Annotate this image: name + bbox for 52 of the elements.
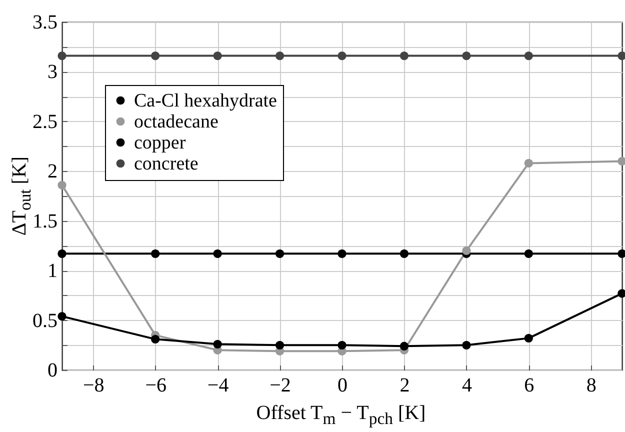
point — [618, 249, 625, 258]
point — [338, 340, 346, 350]
point — [151, 51, 160, 60]
point — [58, 249, 66, 258]
point — [213, 51, 222, 60]
point — [151, 334, 160, 344]
x-tick-label: −6 — [145, 374, 166, 396]
x-tick-label: 2 — [400, 374, 410, 396]
point — [400, 51, 409, 60]
x-tick-label: −2 — [270, 374, 291, 396]
x-tick-label: 4 — [462, 374, 472, 396]
point — [151, 249, 160, 258]
y-tick-label: 2 — [48, 160, 58, 183]
point — [58, 180, 66, 190]
point — [338, 51, 346, 60]
x-tick-label: −8 — [82, 374, 104, 396]
y-tick-label: 2.5 — [32, 110, 58, 133]
point — [213, 340, 222, 348]
point — [524, 249, 533, 258]
y-tick-label: 0.5 — [32, 310, 58, 332]
y-tick-label: 1.5 — [32, 210, 58, 232]
x-tick-label: 0 — [338, 374, 348, 396]
point — [58, 51, 66, 60]
point — [400, 249, 409, 258]
legend-label: Ca-Cl hexahydrate — [134, 90, 277, 112]
y-tick-label: 3.5 — [32, 12, 58, 34]
point — [618, 289, 625, 298]
x-tick-label: 6 — [524, 374, 534, 396]
legend-label: copper — [134, 132, 186, 154]
y-tick-label: 0 — [48, 360, 58, 382]
point — [618, 51, 625, 60]
x-tick-label: 8 — [586, 374, 596, 396]
point — [275, 249, 284, 258]
legend-label: octadecane — [134, 112, 218, 132]
legend-label: concrete — [134, 154, 198, 174]
point — [462, 246, 471, 256]
x-axis-title: Offset T$_{m}$ − T$_{pch}$ [K] — [256, 402, 426, 429]
point — [524, 51, 533, 60]
point — [275, 51, 284, 60]
y-tick-label: 3 — [48, 61, 58, 84]
point — [524, 334, 533, 343]
point — [524, 158, 533, 168]
point — [213, 249, 222, 258]
x-tick-label: −4 — [207, 374, 229, 396]
point — [275, 340, 284, 350]
point — [462, 51, 471, 60]
y-tick-label: 1 — [48, 260, 58, 282]
point — [58, 312, 66, 321]
point — [400, 342, 409, 350]
point — [462, 340, 471, 350]
point — [338, 249, 346, 258]
point — [618, 156, 625, 166]
